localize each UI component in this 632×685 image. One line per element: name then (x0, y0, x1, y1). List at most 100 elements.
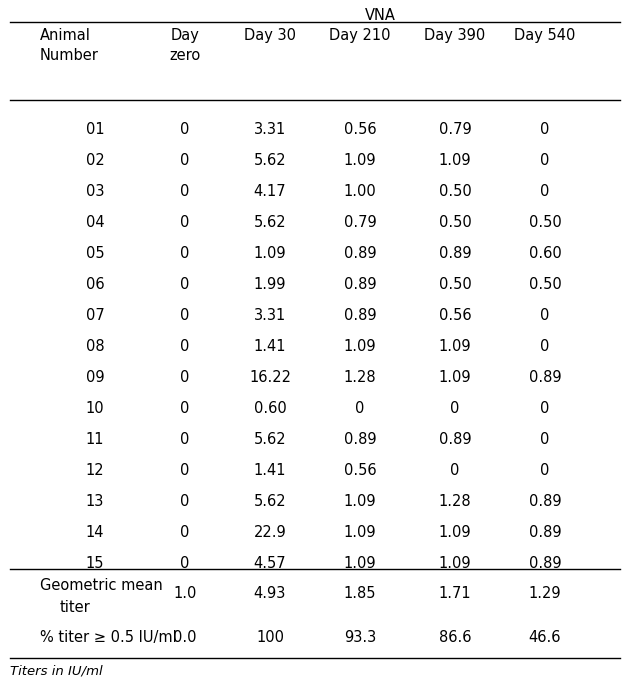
Text: 1.41: 1.41 (254, 463, 286, 478)
Text: 4.93: 4.93 (254, 586, 286, 601)
Text: 0.60: 0.60 (528, 247, 561, 261)
Text: VNA: VNA (365, 8, 396, 23)
Text: 3.31: 3.31 (254, 123, 286, 137)
Text: 0: 0 (180, 495, 190, 509)
Text: 03: 03 (86, 184, 104, 199)
Text: 0.89: 0.89 (529, 495, 561, 509)
Text: Day 30: Day 30 (244, 28, 296, 43)
Text: 05: 05 (86, 247, 104, 261)
Text: 3.31: 3.31 (254, 308, 286, 323)
Text: 08: 08 (86, 339, 104, 354)
Text: 0: 0 (180, 463, 190, 478)
Text: Titers in IU/ml: Titers in IU/ml (10, 665, 102, 678)
Text: 14: 14 (86, 525, 104, 540)
Text: 06: 06 (86, 277, 104, 292)
Text: 1.09: 1.09 (344, 525, 376, 540)
Text: 0: 0 (180, 556, 190, 571)
Text: 1.99: 1.99 (254, 277, 286, 292)
Text: 1.00: 1.00 (344, 184, 377, 199)
Text: 0.89: 0.89 (529, 371, 561, 385)
Text: 0: 0 (180, 401, 190, 416)
Text: 0.56: 0.56 (344, 463, 376, 478)
Text: 09: 09 (86, 371, 104, 385)
Text: 12: 12 (86, 463, 104, 478)
Text: 0.89: 0.89 (439, 432, 471, 447)
Text: 0.89: 0.89 (344, 247, 376, 261)
Text: 0.56: 0.56 (439, 308, 471, 323)
Text: 0.89: 0.89 (344, 432, 376, 447)
Text: 100: 100 (256, 630, 284, 645)
Text: 15: 15 (86, 556, 104, 571)
Text: 01: 01 (86, 123, 104, 137)
Text: 0: 0 (180, 339, 190, 354)
Text: 0: 0 (451, 463, 459, 478)
Text: 02: 02 (85, 153, 104, 169)
Text: 0.89: 0.89 (439, 247, 471, 261)
Text: Day 540: Day 540 (514, 28, 576, 43)
Text: 13: 13 (86, 495, 104, 509)
Text: 0: 0 (180, 371, 190, 385)
Text: 0: 0 (180, 308, 190, 323)
Text: 0: 0 (180, 215, 190, 230)
Text: 0.56: 0.56 (344, 123, 376, 137)
Text: 0.50: 0.50 (439, 184, 471, 199)
Text: 1.09: 1.09 (344, 556, 376, 571)
Text: 1.09: 1.09 (439, 556, 471, 571)
Text: 1.09: 1.09 (439, 339, 471, 354)
Text: 0.89: 0.89 (344, 277, 376, 292)
Text: 22.9: 22.9 (253, 525, 286, 540)
Text: 1.09: 1.09 (344, 495, 376, 509)
Text: 5.62: 5.62 (253, 215, 286, 230)
Text: 1.29: 1.29 (529, 586, 561, 601)
Text: 04: 04 (86, 215, 104, 230)
Text: Animal: Animal (40, 28, 91, 43)
Text: 5.62: 5.62 (253, 432, 286, 447)
Text: 0: 0 (540, 123, 550, 137)
Text: 0: 0 (180, 277, 190, 292)
Text: 1.41: 1.41 (254, 339, 286, 354)
Text: 07: 07 (85, 308, 104, 323)
Text: 5.62: 5.62 (253, 495, 286, 509)
Text: 0: 0 (540, 432, 550, 447)
Text: Day 210: Day 210 (329, 28, 391, 43)
Text: 4.57: 4.57 (253, 556, 286, 571)
Text: Day: Day (171, 28, 200, 43)
Text: 0: 0 (180, 184, 190, 199)
Text: 1.09: 1.09 (344, 153, 376, 169)
Text: 16.22: 16.22 (249, 371, 291, 385)
Text: Number: Number (40, 48, 99, 63)
Text: 0: 0 (540, 184, 550, 199)
Text: 0: 0 (451, 401, 459, 416)
Text: 0: 0 (540, 463, 550, 478)
Text: 0.50: 0.50 (439, 277, 471, 292)
Text: 0.60: 0.60 (253, 401, 286, 416)
Text: 10: 10 (86, 401, 104, 416)
Text: 0: 0 (180, 247, 190, 261)
Text: 0.50: 0.50 (528, 277, 561, 292)
Text: 1.28: 1.28 (344, 371, 376, 385)
Text: 11: 11 (86, 432, 104, 447)
Text: 0.50: 0.50 (528, 215, 561, 230)
Text: Day 390: Day 390 (424, 28, 485, 43)
Text: 4.17: 4.17 (253, 184, 286, 199)
Text: 0: 0 (540, 401, 550, 416)
Text: 0.50: 0.50 (439, 215, 471, 230)
Text: 0: 0 (180, 123, 190, 137)
Text: 1.09: 1.09 (439, 153, 471, 169)
Text: 0.89: 0.89 (344, 308, 376, 323)
Text: 0: 0 (540, 339, 550, 354)
Text: 0: 0 (540, 308, 550, 323)
Text: 1.71: 1.71 (439, 586, 471, 601)
Text: 0.79: 0.79 (344, 215, 377, 230)
Text: 0: 0 (540, 153, 550, 169)
Text: 0.79: 0.79 (439, 123, 471, 137)
Text: 1.85: 1.85 (344, 586, 376, 601)
Text: 0.89: 0.89 (529, 525, 561, 540)
Text: 0: 0 (180, 525, 190, 540)
Text: zero: zero (169, 48, 200, 63)
Text: 1.09: 1.09 (439, 525, 471, 540)
Text: 0.0: 0.0 (173, 630, 197, 645)
Text: Geometric mean: Geometric mean (40, 578, 163, 593)
Text: 0: 0 (180, 432, 190, 447)
Text: 1.0: 1.0 (173, 586, 197, 601)
